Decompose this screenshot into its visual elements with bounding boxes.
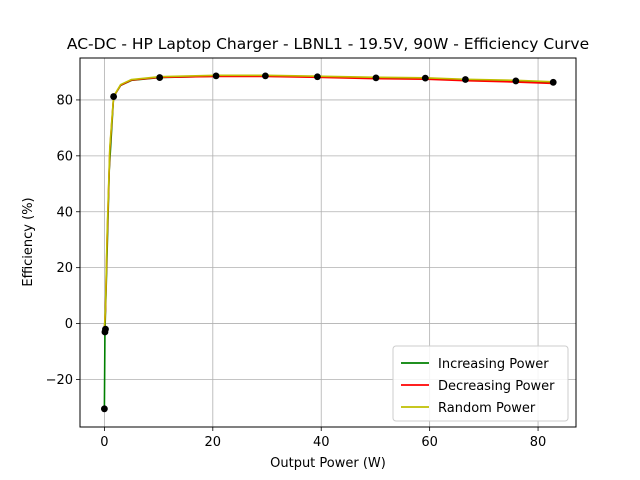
chart-title: AC-DC - HP Laptop Charger - LBNL1 - 19.5…	[67, 35, 589, 53]
y-tick-label: −20	[46, 373, 73, 388]
grid	[80, 58, 576, 427]
legend-label: Random Power	[438, 401, 536, 416]
x-tick-label: 80	[530, 435, 547, 450]
measured-point	[261, 72, 269, 80]
measured-point	[102, 325, 109, 333]
measured-point	[421, 74, 429, 82]
measured-point	[372, 74, 380, 82]
measured-point	[212, 72, 220, 80]
measured-point	[110, 93, 118, 100]
legend-label: Decreasing Power	[438, 379, 555, 394]
legend-box	[392, 345, 569, 422]
x-axis-label: Output Power (W)	[270, 456, 386, 471]
series-lines	[103, 74, 554, 409]
legend: Increasing Power Decreasing Power Random P…	[392, 345, 569, 422]
measured-point	[462, 76, 469, 83]
measured-point	[314, 73, 321, 81]
measured-point	[549, 78, 557, 86]
x-tick-label: 20	[205, 435, 222, 450]
y-tick-label: 80	[56, 93, 73, 108]
x-tick-label: 40	[313, 435, 330, 450]
measured-point	[512, 77, 520, 85]
y-tick-label: 0	[65, 317, 73, 332]
measured-point	[100, 405, 108, 413]
y-tick-label: 40	[56, 205, 73, 220]
plot-frame	[79, 57, 577, 428]
measured-point	[156, 74, 164, 81]
legend-label: Increasing Power	[438, 357, 549, 372]
y-axis-ticks: −20 0 20 40 60 80	[46, 93, 80, 388]
y-axis-label: Efficiency (%)	[21, 197, 36, 286]
series-line-decreasing-power	[103, 75, 554, 331]
measured-points	[100, 72, 557, 413]
x-axis-ticks: 0 20 40 60 80	[100, 427, 546, 450]
series-line-random-power	[103, 74, 554, 330]
x-tick-label: 60	[421, 435, 438, 450]
y-tick-label: 20	[56, 261, 73, 276]
x-tick-label: 0	[100, 435, 108, 450]
y-tick-label: 60	[56, 149, 73, 164]
